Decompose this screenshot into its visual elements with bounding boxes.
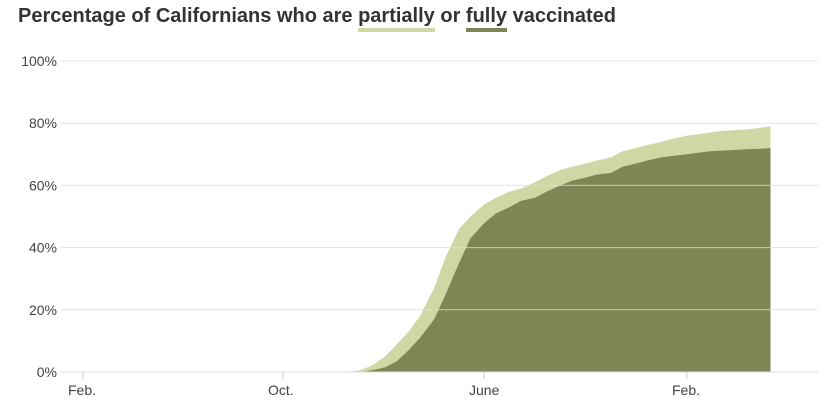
title-suffix: vaccinated (507, 5, 616, 27)
x-tick-label: Feb. (68, 382, 96, 398)
x-axis: Feb. Oct. June Feb. (68, 372, 700, 398)
gridlines (61, 60, 818, 373)
x-tick-label: Feb. (672, 382, 700, 398)
y-tick-label: 60% (29, 177, 57, 193)
x-tick-label: Oct. (268, 382, 294, 398)
x-tick-label: June (469, 382, 500, 398)
y-tick-label: 40% (29, 240, 57, 256)
chart-title: Percentage of Californians who are parti… (18, 5, 616, 32)
chart-areas (345, 126, 771, 372)
title-prefix: Percentage of Californians who are (18, 5, 359, 27)
y-axis: 100% 80% 60% 40% 20% 0% (21, 53, 57, 380)
y-tick-label: 20% (29, 302, 57, 318)
y-tick-label: 0% (37, 364, 57, 380)
y-tick-label: 80% (29, 115, 57, 131)
area-fully-vaccinated (345, 148, 771, 372)
y-tick-label: 100% (21, 53, 57, 69)
title-middle: or (434, 5, 466, 27)
legend-fully: fully (465, 5, 508, 32)
legend-partially: partially (358, 5, 435, 32)
